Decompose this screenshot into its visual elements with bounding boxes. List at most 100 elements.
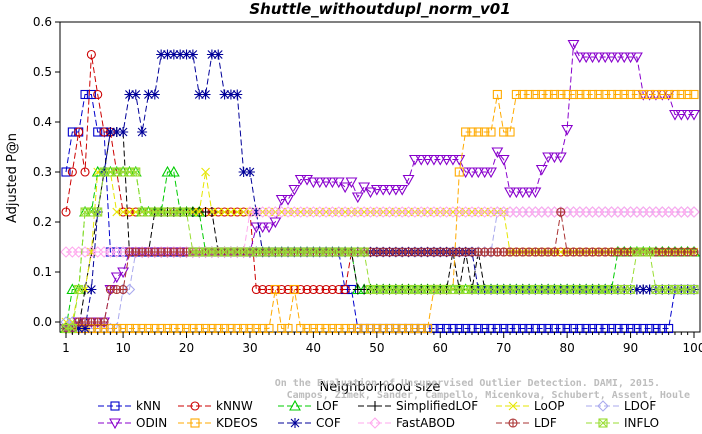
credit-line: On the Evaluation of Unsupervised Outlie…	[275, 377, 660, 389]
data-point-cof	[156, 49, 167, 60]
data-point-cof	[631, 284, 642, 295]
x-tick-label: 50	[369, 341, 384, 355]
series-ldf	[61, 207, 699, 334]
data-point-odin	[535, 164, 548, 176]
data-point-loop	[226, 207, 236, 217]
data-point-odin	[510, 187, 523, 199]
legend-label-ldf: LDF	[534, 416, 557, 430]
legend-marker-simplifiedlof	[370, 401, 380, 411]
data-point-kdeos	[581, 89, 591, 100]
data-point-knnw	[321, 284, 331, 295]
data-point-lof	[161, 165, 174, 177]
legend-item-knnw: kNNW	[178, 399, 253, 413]
data-point-knnw	[86, 49, 96, 60]
data-point-odin	[472, 167, 485, 179]
x-tick-label: 1	[62, 341, 70, 355]
data-point-cof	[213, 49, 224, 60]
data-point-kdeos	[562, 89, 572, 100]
data-point-loop	[112, 207, 122, 217]
legend-label-inflo: INFLO	[624, 416, 659, 430]
chart-title: Shuttle_withoutdupl_norm_v01	[249, 0, 510, 18]
data-point-ldf	[549, 247, 559, 257]
data-point-kdeos	[587, 89, 598, 100]
legend-item-ldof: LDOF	[586, 399, 656, 413]
data-point-kdeos	[676, 89, 686, 100]
data-point-odin	[351, 192, 364, 204]
data-point-loop	[239, 207, 249, 217]
series-simplifiedlof	[61, 127, 699, 334]
data-point-odin	[592, 52, 605, 64]
data-point-cof	[137, 127, 148, 137]
legend-label-knn: kNN	[136, 399, 161, 413]
x-tick-label: 60	[433, 341, 448, 355]
data-point-kdeos	[530, 89, 540, 100]
data-point-knn	[67, 127, 77, 137]
data-point-cof	[143, 89, 154, 100]
data-point-odin	[453, 154, 466, 166]
legend-item-odin: ODIN	[98, 416, 167, 430]
legend-item-simplifiedlof: SimplifiedLOF	[358, 399, 478, 413]
x-tick-label: 70	[496, 341, 511, 355]
data-point-odin	[320, 177, 333, 189]
data-point-cof	[111, 127, 122, 137]
data-point-cof	[187, 49, 198, 60]
data-point-cof	[175, 49, 186, 60]
data-point-cof	[168, 49, 179, 60]
data-point-kdeos	[518, 89, 528, 100]
series-layer	[60, 39, 700, 335]
data-point-cof	[130, 89, 141, 100]
legend-label-kdeos: KDEOS	[216, 416, 258, 430]
x-tick-label: 20	[179, 341, 194, 355]
data-point-loop	[220, 207, 229, 217]
y-tick-label: 0.6	[33, 15, 52, 29]
data-point-kdeos	[600, 89, 610, 100]
series-line-fastabod	[66, 211, 694, 253]
data-point-loop	[207, 207, 217, 217]
data-point-kdeos	[638, 89, 648, 100]
data-point-cof	[638, 284, 649, 295]
data-point-kdeos	[499, 127, 509, 137]
data-point-odin	[294, 174, 307, 186]
data-point-kdeos	[480, 127, 490, 137]
legend-label-cof: COF	[316, 416, 341, 430]
series-line-ldf	[66, 211, 694, 329]
y-axis-label: Adjusted P@n	[5, 133, 20, 223]
data-point-odin	[345, 177, 358, 189]
x-axis-label: Neighborhood size	[320, 380, 441, 395]
data-point-odin	[396, 184, 409, 196]
data-point-odin	[529, 187, 542, 199]
data-point-inflo	[93, 207, 103, 217]
data-point-odin	[573, 52, 586, 64]
series-line-ldof	[66, 211, 694, 329]
data-point-odin	[561, 124, 574, 136]
data-point-odin	[554, 152, 567, 164]
data-point-inflo	[626, 284, 636, 295]
data-point-knnw	[302, 284, 312, 295]
data-point-knnw	[340, 284, 350, 295]
data-point-knnw	[327, 284, 337, 295]
legend-marker-ldf	[508, 418, 518, 428]
data-point-odin	[681, 109, 694, 121]
data-point-knnw	[296, 284, 306, 295]
y-tick-label: 0.0	[33, 315, 52, 329]
y-tick-label: 0.5	[33, 65, 52, 79]
data-point-cof	[80, 323, 91, 334]
data-point-cof	[124, 89, 135, 100]
data-point-cof	[200, 89, 211, 100]
data-point-odin	[415, 154, 428, 166]
data-point-odin	[110, 272, 123, 284]
series-ldof	[60, 206, 700, 335]
legend-marker-knn	[110, 401, 120, 411]
data-point-odin	[339, 182, 352, 194]
data-point-odin	[611, 52, 624, 64]
data-point-knnw	[67, 167, 77, 177]
legend-label-knnw: kNNW	[216, 399, 253, 413]
legend-item-ldf: LDF	[496, 416, 557, 430]
data-point-cof	[73, 323, 84, 334]
data-point-knn	[93, 127, 103, 137]
data-point-odin	[599, 52, 612, 64]
data-point-odin	[669, 109, 681, 121]
legend-marker-kdeos	[190, 418, 200, 428]
data-point-kdeos	[289, 284, 299, 295]
data-point-kdeos	[461, 127, 471, 137]
